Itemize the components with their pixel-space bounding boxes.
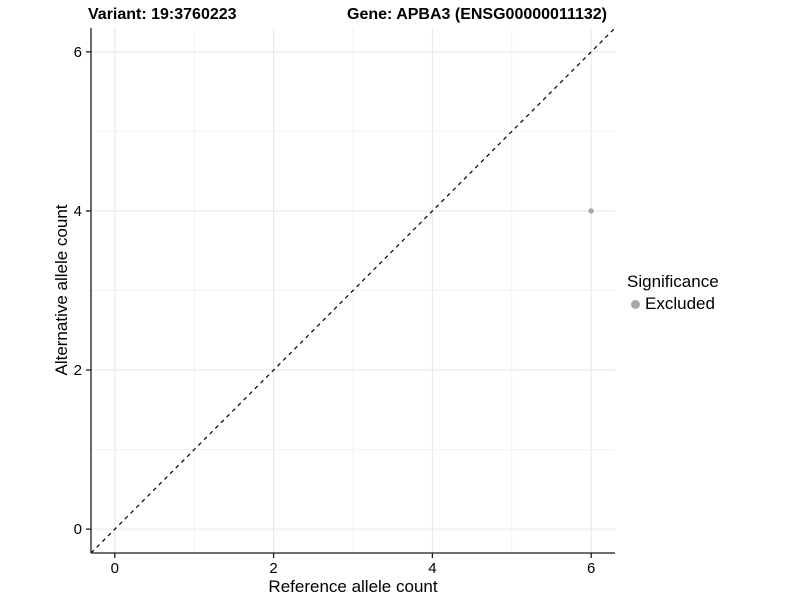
y-tick-label: 2: [74, 362, 82, 379]
y-tick-label: 6: [74, 44, 82, 61]
gene-title: Gene: APBA3 (ENSG00000011132): [347, 6, 607, 23]
y-tick-label: 4: [74, 203, 82, 220]
identity-dashed-line: [90, 27, 616, 554]
legend: Significance Excluded: [627, 272, 719, 314]
legend-item-excluded: Excluded: [631, 294, 719, 314]
legend-item-label: Excluded: [645, 294, 715, 313]
legend-title: Significance: [627, 272, 719, 291]
x-tick-label: 6: [587, 560, 595, 577]
variant-title: Variant: 19:3760223: [88, 6, 237, 23]
y-tick-label: 0: [74, 521, 82, 538]
y-axis-title: Alternative allele count: [52, 204, 71, 376]
data-point: [588, 208, 594, 214]
x-tick-label: 0: [111, 560, 119, 577]
excluded-point-icon: [631, 299, 640, 309]
x-tick-label: 2: [269, 560, 277, 577]
x-axis-title: Reference allele count: [268, 577, 438, 596]
x-tick-label: 4: [428, 560, 436, 577]
